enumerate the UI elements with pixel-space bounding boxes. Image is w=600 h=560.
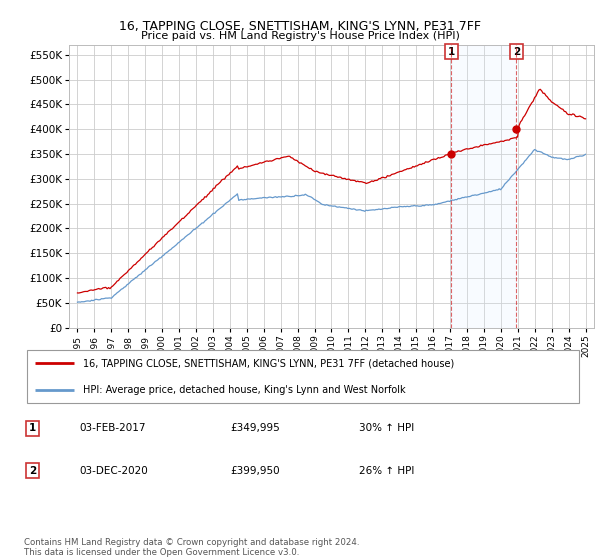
- Text: Price paid vs. HM Land Registry's House Price Index (HPI): Price paid vs. HM Land Registry's House …: [140, 31, 460, 41]
- FancyBboxPatch shape: [27, 350, 579, 403]
- Text: 16, TAPPING CLOSE, SNETTISHAM, KING'S LYNN, PE31 7FF: 16, TAPPING CLOSE, SNETTISHAM, KING'S LY…: [119, 20, 481, 32]
- Text: 03-DEC-2020: 03-DEC-2020: [80, 465, 149, 475]
- Text: £349,995: £349,995: [230, 423, 280, 433]
- Text: Contains HM Land Registry data © Crown copyright and database right 2024.
This d: Contains HM Land Registry data © Crown c…: [24, 538, 359, 557]
- Text: 03-FEB-2017: 03-FEB-2017: [80, 423, 146, 433]
- Text: £399,950: £399,950: [230, 465, 280, 475]
- Text: 16, TAPPING CLOSE, SNETTISHAM, KING'S LYNN, PE31 7FF (detached house): 16, TAPPING CLOSE, SNETTISHAM, KING'S LY…: [83, 358, 454, 368]
- Bar: [451, 45, 517, 328]
- Text: 2: 2: [29, 465, 36, 475]
- Text: 2: 2: [513, 46, 520, 57]
- Text: 1: 1: [29, 423, 36, 433]
- Text: 26% ↑ HPI: 26% ↑ HPI: [359, 465, 414, 475]
- Text: HPI: Average price, detached house, King's Lynn and West Norfolk: HPI: Average price, detached house, King…: [83, 385, 405, 395]
- Text: 1: 1: [448, 46, 455, 57]
- Text: 30% ↑ HPI: 30% ↑ HPI: [359, 423, 414, 433]
